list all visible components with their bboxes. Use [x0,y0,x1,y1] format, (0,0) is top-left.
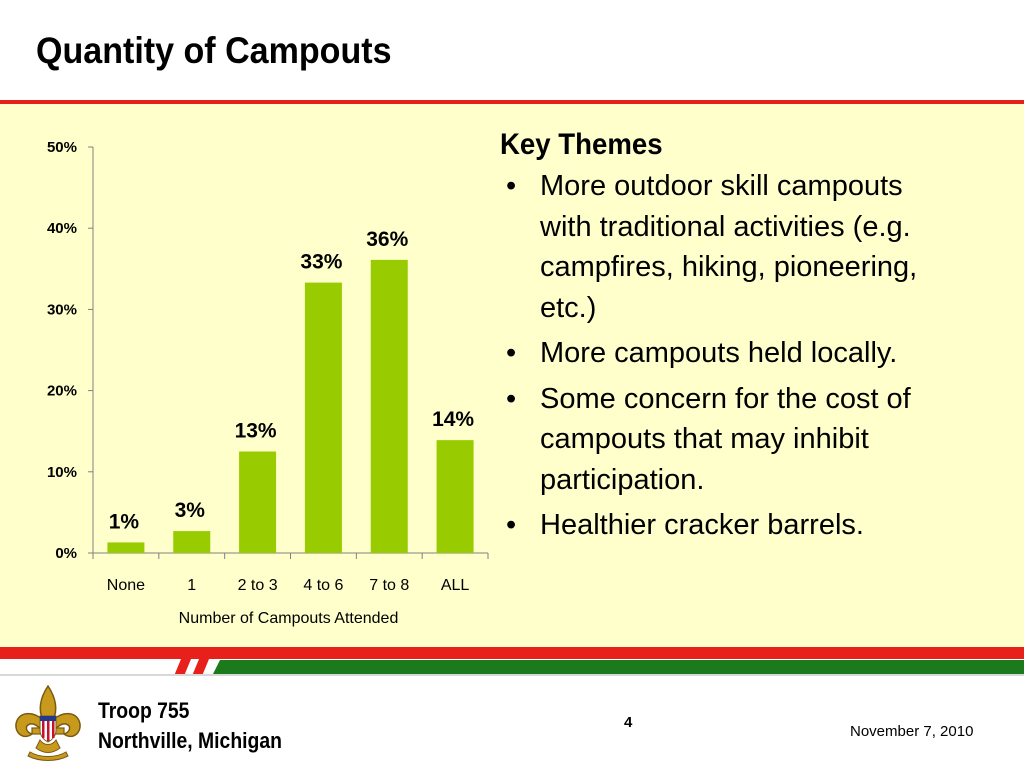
bar-data-label: 1% [109,510,140,533]
footer-stripe [0,647,1024,676]
key-themes-list: • More outdoor skill campouts with traditi… [500,166,1010,546]
x-category-label: 1 [187,577,196,594]
slide-title: Quantity of Campouts [36,30,392,71]
theme-text-line: campouts that may inhibit [540,423,869,455]
bullet-icon: • [506,337,517,369]
bar-data-label: 14% [432,408,474,431]
slide-footer: Troop 755 Northville, Michigan 4 Novembe… [0,676,1024,768]
theme-item: • Some concern for the cost of campouts th… [500,379,1010,501]
footer-green-stripe [212,660,1024,676]
x-category-label: 4 to 6 [303,577,343,594]
theme-text-line: Healthier cracker barrels. [540,509,864,541]
bullet-icon: • [506,509,517,541]
fleur-de-lis-emblem-icon [15,684,81,761]
bar [107,542,145,553]
bar [304,282,342,553]
bar [239,451,277,553]
theme-text-line: etc.) [540,291,597,324]
bar-data-label: 36% [366,228,408,251]
theme-text-line: Some concern for the cost of [540,382,911,415]
content-panel [0,104,1024,647]
title-divider [0,100,1024,104]
y-tick-label: 30% [47,301,77,318]
bar-data-label: 3% [175,499,206,522]
x-category-label: ALL [441,577,470,594]
theme-item: • Healthier cracker barrels. [500,505,1010,546]
x-axis-title: Number of Campouts Attended [179,610,399,627]
troop-info: Troop 755 Northville, Michigan [98,696,282,756]
theme-text-line: with traditional activities (e.g. [540,210,911,243]
theme-text-line: campfires, hiking, pioneering, [540,251,918,283]
page-number: 4 [624,714,633,731]
key-themes: Key Themes • More outdoor skill campouts w… [500,128,1010,551]
footer-red-stripe [0,647,1024,659]
y-tick-label: 50% [47,139,77,156]
theme-text-line: More outdoor skill campouts [540,170,903,202]
x-category-label: None [107,577,145,594]
x-category-label: 7 to 8 [369,577,409,594]
y-tick-label: 40% [47,220,77,237]
key-themes-heading: Key Themes [500,128,663,161]
bullet-icon: • [506,170,517,202]
bar [173,531,211,553]
theme-text-line: More campouts held locally. [540,337,898,369]
bar [436,440,474,553]
y-tick-label: 20% [47,383,77,400]
footer-red-slash [192,647,214,676]
theme-item: • More outdoor skill campouts with traditi… [500,166,1010,328]
troop-name: Troop 755 [98,698,190,723]
footer-red-slash [174,647,196,676]
y-tick-label: 0% [55,545,77,562]
bar [370,259,408,553]
theme-item: • More campouts held locally. [500,333,1010,374]
bar-data-label: 33% [300,251,342,274]
theme-text-line: participation. [540,463,705,496]
footer-divider [0,674,1024,676]
x-category-label: 2 to 3 [238,577,278,594]
slide-date: November 7, 2010 [850,723,974,740]
troop-location: Northville, Michigan [98,728,282,753]
y-tick-label: 10% [47,464,77,481]
bar-data-label: 13% [235,420,277,443]
bullet-icon: • [506,382,517,415]
